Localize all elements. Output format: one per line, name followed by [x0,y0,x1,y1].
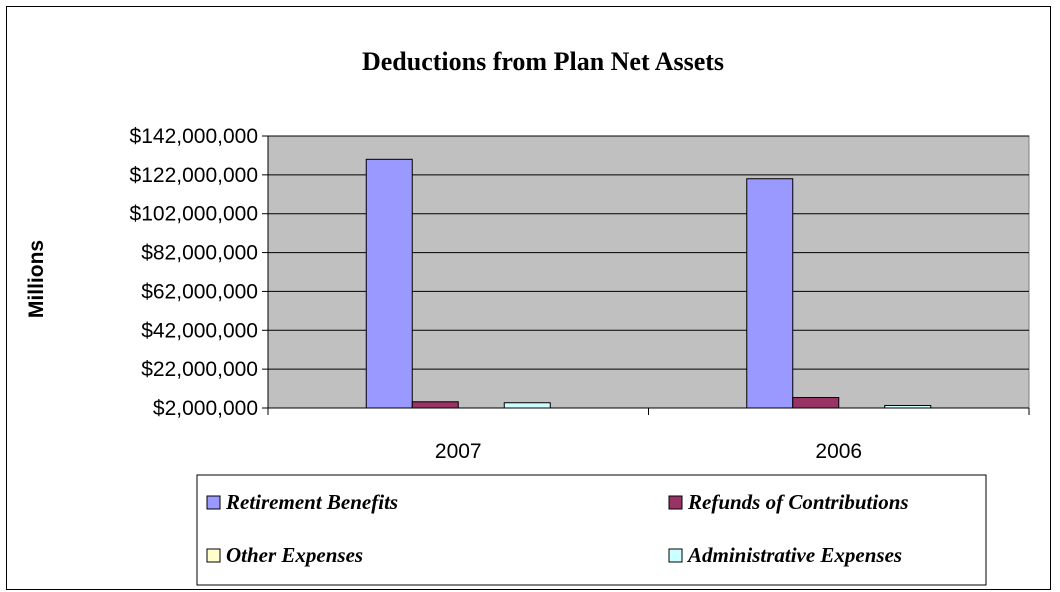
chart-frame: Deductions from Plan Net Assets Millions… [6,6,1051,590]
x-tick-label: 2007 [435,440,482,463]
y-tick-label: $2,000,000 [153,397,258,420]
bars [365,158,932,409]
chart-title: Deductions from Plan Net Assets [362,47,724,76]
bar-refunds-of-contributions-2006 [792,397,840,409]
y-tick-label: $22,000,000 [141,358,258,381]
legend-swatch [668,495,683,510]
legend-label: Retirement Benefits [225,490,398,514]
y-tick-label: $122,000,000 [130,164,258,187]
legend: Retirement Benefits Refunds of Contributi… [196,474,987,586]
bar-retirement-benefits-2007 [365,158,413,409]
y-tick-label: $102,000,000 [130,203,258,226]
y-axis-label: Millions [25,240,48,318]
legend-swatch [668,548,683,563]
bar-refunds-of-contributions-2007 [411,401,459,409]
legend-box [196,474,987,586]
y-tick-label: $42,000,000 [141,319,258,342]
x-tick-label: 2006 [815,440,862,463]
legend-label: Other Expenses [226,543,363,567]
legend-label: Refunds of Contributions [687,490,909,514]
legend-swatch [206,548,221,563]
legend-swatch [206,495,221,510]
bar-administrative-expenses-2007 [503,402,551,409]
y-tick-label: $62,000,000 [141,280,258,303]
y-tick-label: $82,000,000 [141,242,258,265]
bar-retirement-benefits-2006 [746,178,794,409]
y-tick-label: $142,000,000 [130,125,258,148]
chart: Deductions from Plan Net Assets Millions… [25,47,1030,586]
legend-label: Administrative Expenses [686,543,902,567]
axes: $2,000,000 $22,000,000 $42,000,000 $62,000,… [130,125,1030,463]
